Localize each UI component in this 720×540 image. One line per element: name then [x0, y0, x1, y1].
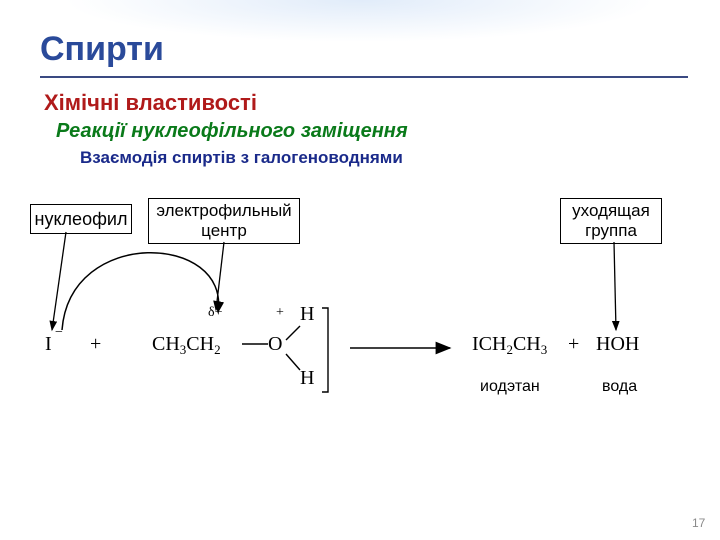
svg-text:−: −	[55, 325, 63, 340]
label-box-line: центр	[201, 221, 247, 241]
slide-title: Спирти	[40, 30, 164, 69]
svg-text:HOH: HOH	[596, 333, 639, 355]
svg-text:δ+: δ+	[208, 305, 223, 320]
label-box-nucleophile: нуклеофил	[30, 204, 132, 234]
page-number: 17	[692, 516, 705, 530]
topic-heading: Взаємодія спиртів з галогеноводнями	[80, 148, 403, 168]
title-rule	[40, 76, 688, 78]
label-box-line: нуклеофил	[35, 209, 128, 230]
label-box-line: группа	[585, 221, 637, 241]
reaction-diagram: I− + CH3CH2 δ+ O + H H ICH2CH3 + HOH	[0, 0, 720, 540]
product1-label: иодэтан	[480, 378, 540, 396]
svg-text:+: +	[276, 305, 284, 320]
label-box-electrophile: электрофильныйцентр	[148, 198, 300, 244]
svg-text:H: H	[300, 303, 314, 325]
label-box-line: электрофильный	[156, 201, 291, 221]
svg-text:+: +	[90, 333, 101, 355]
svg-text:+: +	[568, 333, 579, 355]
svg-text:CH3CH2: CH3CH2	[152, 333, 221, 357]
svg-text:O: O	[268, 333, 282, 355]
subsection-heading: Реакції нуклеофільного заміщення	[56, 120, 408, 143]
product2-label: вода	[602, 378, 637, 396]
svg-text:I: I	[45, 333, 52, 355]
label-box-leaving-group: уходящаягруппа	[560, 198, 662, 244]
svg-text:ICH2CH3: ICH2CH3	[472, 333, 547, 357]
label-box-line: уходящая	[572, 201, 650, 221]
svg-text:H: H	[300, 367, 314, 389]
section-heading: Хімічні властивості	[44, 90, 257, 116]
